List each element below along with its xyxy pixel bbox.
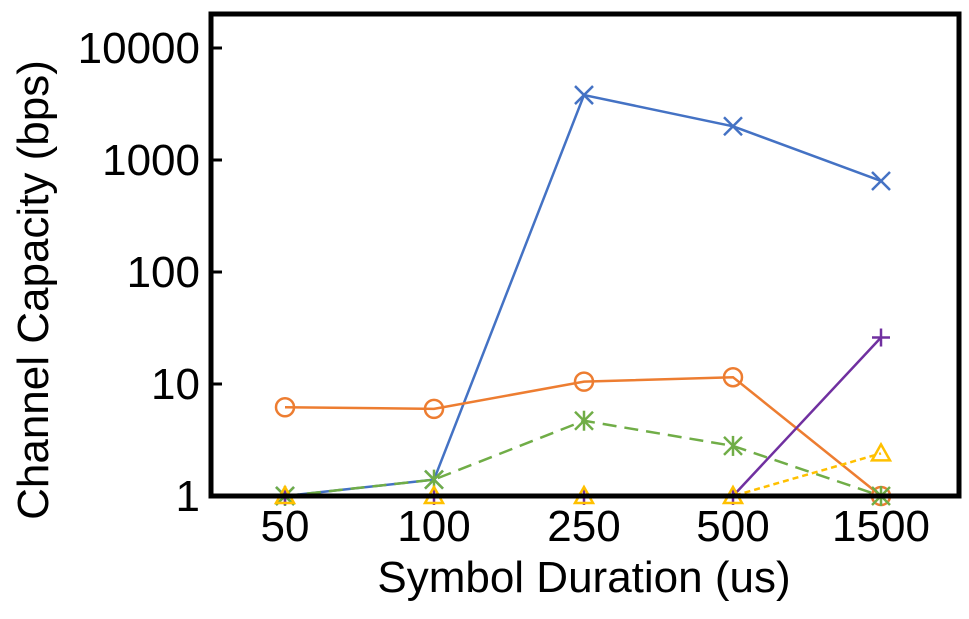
data-point <box>722 366 744 388</box>
series-line <box>284 375 882 497</box>
series-layer <box>273 85 893 507</box>
plot-frame <box>208 11 962 499</box>
data-point <box>723 116 743 137</box>
x-tick-label: 250 <box>547 502 620 551</box>
data-point <box>871 171 891 191</box>
data-point <box>723 435 743 456</box>
data-point <box>574 85 594 105</box>
x-tick-label: 500 <box>696 502 769 551</box>
x-axis-title: Symbol Duration (us) <box>377 553 790 602</box>
y-axis-title: Channel Capacity (bps) <box>9 60 58 520</box>
y-tick-label: 100 <box>127 248 200 297</box>
data-point <box>274 397 296 418</box>
x-tick-label: 100 <box>397 502 470 551</box>
y-tick-label: 10 <box>151 360 200 409</box>
series-x <box>275 85 891 506</box>
y-tick-label: 1000 <box>102 136 200 185</box>
data-point <box>573 371 595 392</box>
data-point <box>869 441 893 462</box>
y-tick-label: 1 <box>176 472 200 521</box>
series-line <box>284 93 882 498</box>
x-tick-label: 1500 <box>832 502 930 551</box>
data-point <box>574 410 594 431</box>
y-tick-label: 10000 <box>78 24 200 73</box>
y-axis: 1 10 100 1000 10000 <box>78 24 222 521</box>
x-axis: 50 100 250 500 1500 <box>261 502 930 551</box>
data-point <box>872 328 890 347</box>
x-tick-label: 50 <box>261 502 310 551</box>
series-circle <box>274 366 892 507</box>
data-point <box>423 398 445 420</box>
